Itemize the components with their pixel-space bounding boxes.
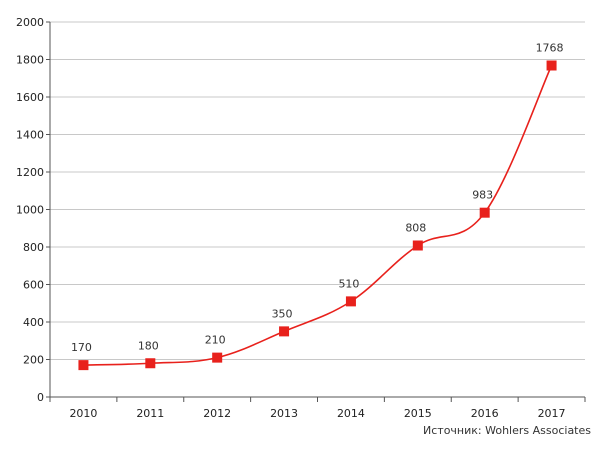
y-tick-label-400: 400 (23, 316, 44, 329)
y-tick-label-1600: 1600 (16, 91, 44, 104)
x-tick-label-2011: 2011 (136, 407, 164, 420)
data-label-2016: 983 (472, 189, 493, 202)
data-labels: 170 180 210 350 510 808 983 1768 (71, 42, 564, 355)
data-point-2010 (78, 360, 89, 371)
y-tick-label-1200: 1200 (16, 166, 44, 179)
y-tick-label-200: 200 (23, 354, 44, 367)
data-point-2012 (212, 352, 223, 363)
data-label-2014: 510 (338, 277, 359, 290)
data-label-2012: 210 (205, 334, 226, 347)
data-point-2013 (279, 326, 290, 337)
y-axis-ticks: 0 200 400 600 800 1000 1200 1400 1600 1800 2000 (16, 16, 50, 404)
y-tick-label-1000: 1000 (16, 204, 44, 217)
gridlines (50, 21, 585, 360)
data-point-2014 (345, 296, 356, 307)
y-tick-label-1800: 1800 (16, 54, 44, 67)
data-label-2010: 170 (71, 341, 92, 354)
y-tick-label-2000: 2000 (16, 16, 44, 29)
x-tick-label-2014: 2014 (337, 407, 365, 420)
data-point-2011 (145, 358, 156, 369)
data-label-2011: 180 (138, 339, 159, 352)
x-tick-label-2012: 2012 (203, 407, 231, 420)
data-point-2017 (546, 60, 557, 71)
y-tick-label-800: 800 (23, 241, 44, 254)
data-point-2015 (412, 240, 423, 251)
data-label-2017: 1768 (536, 42, 564, 55)
y-tick-label-0: 0 (37, 391, 44, 404)
y-tick-label-600: 600 (23, 279, 44, 292)
x-tick-label-2010: 2010 (69, 407, 97, 420)
data-label-2015: 808 (405, 222, 426, 235)
x-tick-label-2015: 2015 (404, 407, 432, 420)
data-point-2016 (479, 207, 490, 218)
series-line (78, 60, 557, 371)
x-tick-label-2016: 2016 (471, 407, 499, 420)
x-tick-label-2013: 2013 (270, 407, 298, 420)
x-axis-ticks: 2010 2011 2012 2013 2014 2015 2016 2017 (49, 397, 586, 420)
y-tick-label-1400: 1400 (16, 129, 44, 142)
x-tick-label-2017: 2017 (538, 407, 566, 420)
data-label-2013: 350 (272, 307, 293, 320)
source-note: Источник: Wohlers Associates (423, 424, 591, 437)
